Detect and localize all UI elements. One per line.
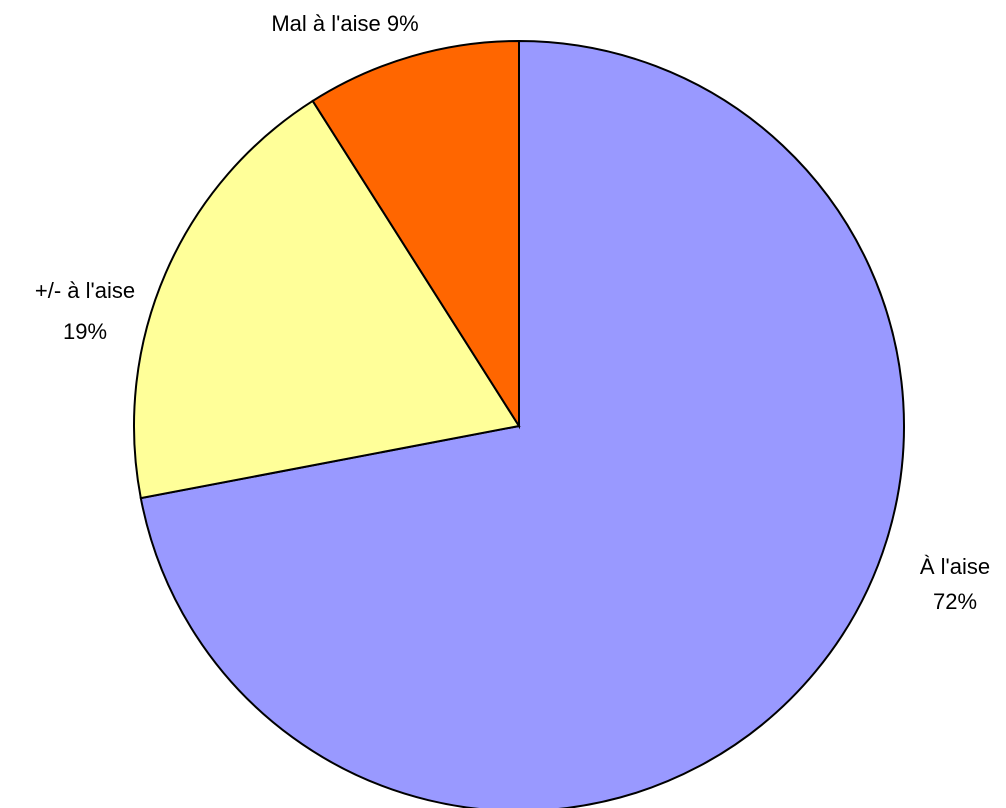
pie-slice bbox=[139, 39, 905, 808]
slice-label: À l'aise bbox=[920, 554, 990, 579]
slice-value-label: 72% bbox=[933, 589, 977, 614]
slice-value-label: 9% bbox=[387, 11, 419, 36]
pie-slice bbox=[311, 39, 520, 430]
slice-label: +/- à l'aise bbox=[35, 278, 135, 303]
slice-value-label: 19% bbox=[63, 319, 107, 344]
slice-label-group: Mal à l'aise 9% bbox=[271, 11, 418, 36]
slice-label: Mal à l'aise bbox=[271, 11, 380, 36]
pie-slice bbox=[133, 99, 521, 500]
